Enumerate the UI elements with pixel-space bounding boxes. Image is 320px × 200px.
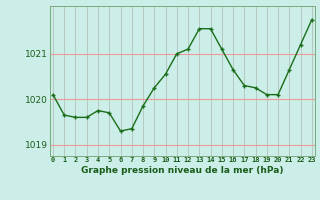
X-axis label: Graphe pression niveau de la mer (hPa): Graphe pression niveau de la mer (hPa) [81,166,284,175]
